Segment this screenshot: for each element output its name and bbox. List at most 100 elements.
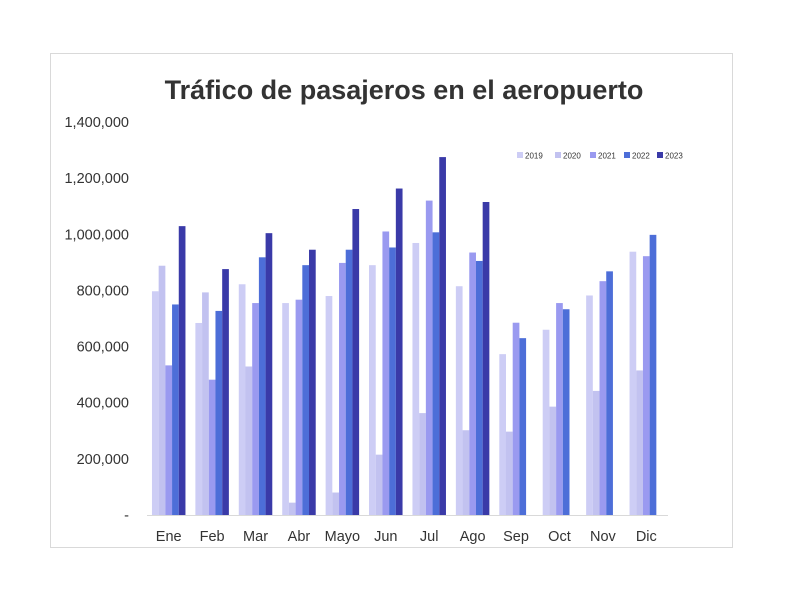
bar-2020-Mayo [332, 492, 340, 515]
bar-2019-Jul [412, 242, 420, 516]
y-tick-label: - [124, 508, 129, 524]
bar-2019-Dic [629, 251, 637, 515]
bar-2020-Sep [505, 431, 513, 515]
bar-2020-Jul [419, 413, 426, 515]
legend-item-2021: 2021 [590, 152, 616, 161]
series-2022 [172, 232, 657, 516]
series-2021 [165, 200, 650, 516]
bar-2019-Ago [455, 286, 463, 515]
bar-2019-Sep [499, 354, 506, 515]
legend-label: 2021 [598, 152, 616, 161]
y-tick-label: 400,000 [77, 396, 129, 412]
bar-2021-Ene [165, 365, 173, 515]
x-tick-label: Nov [590, 529, 617, 545]
x-tick-label: Ago [460, 529, 486, 545]
legend-swatch [555, 152, 561, 158]
legend-swatch [517, 152, 523, 158]
x-tick-label: Mar [243, 529, 268, 545]
bar-2021-Sep [512, 322, 520, 515]
x-tick-label: Mayo [325, 529, 360, 545]
bar-2022-Ago [475, 260, 483, 515]
plot-area [151, 157, 657, 516]
bar-2021-Mayo [339, 262, 346, 515]
bar-2022-Feb [215, 310, 223, 515]
legend-label: 2020 [563, 152, 581, 161]
bar-2021-Oct [556, 303, 563, 515]
legend: 2019 2020 2021 2022 2023 [517, 152, 683, 161]
bar-2022-Jun [389, 247, 396, 516]
y-tick-label: 1,200,000 [64, 171, 129, 187]
bar-2019-Feb [195, 322, 203, 515]
x-tick-label: Oct [548, 529, 571, 545]
bar-2022-Ene [172, 304, 179, 515]
bar-2023-Ago [482, 202, 490, 515]
bar-2020-Ago [462, 430, 470, 515]
bar-2019-Mar [238, 284, 246, 515]
x-tick-label: Jul [420, 529, 439, 545]
bar-2021-Jul [425, 200, 433, 515]
legend-item-2019: 2019 [517, 152, 543, 161]
bar-2020-Nov [592, 390, 600, 515]
bar-2022-Mayo [345, 249, 353, 515]
x-tick-label: Jun [374, 529, 397, 545]
bar-2020-Mar [245, 366, 253, 515]
bar-2021-Jun [382, 231, 390, 516]
legend-swatch [657, 152, 663, 158]
bar-2023-Feb [222, 269, 229, 515]
bar-2020-Feb [202, 292, 209, 515]
bar-2019-Nov [586, 295, 593, 515]
bar-2020-Dic [636, 370, 643, 515]
bar-2021-Abr [295, 299, 303, 515]
x-tick-label: Sep [503, 529, 529, 545]
bar-2022-Abr [302, 265, 310, 515]
bar-2021-Feb [208, 379, 216, 515]
bar-2023-Mayo [352, 209, 360, 515]
bar-2023-Jul [439, 157, 446, 515]
chart-title: Tráfico de pasajeros en el aeropuerto [165, 75, 644, 105]
bar-2019-Abr [282, 303, 289, 515]
x-tick-label: Dic [636, 529, 657, 545]
bar-2020-Jun [375, 454, 383, 515]
legend-label: 2019 [525, 152, 543, 161]
y-tick-label: 1,000,000 [64, 227, 129, 243]
legend-item-2023: 2023 [657, 152, 683, 161]
series-2019 [151, 242, 637, 516]
bar-2021-Nov [599, 281, 607, 515]
y-tick-label: 600,000 [77, 340, 129, 356]
bar-2022-Oct [562, 309, 570, 515]
bar-2021-Ago [469, 252, 476, 515]
legend-label: 2022 [632, 152, 650, 161]
bar-2021-Dic [642, 256, 650, 515]
y-axis: 1,400,000 1,200,000 1,000,000 800,000 600,00… [64, 115, 129, 524]
bar-2023-Jun [395, 188, 403, 515]
bar-2019-Jun [369, 265, 376, 515]
bar-2023-Ene [178, 226, 186, 515]
bar-2019-Oct [542, 329, 550, 515]
y-tick-label: 200,000 [77, 452, 129, 468]
bar-2019-Mayo [325, 296, 333, 515]
legend-swatch [624, 152, 630, 158]
x-tick-label: Abr [288, 529, 311, 545]
bar-2022-Jul [432, 232, 440, 515]
bar-2022-Dic [649, 234, 657, 515]
bar-2022-Nov [606, 271, 613, 515]
bar-2020-Ene [158, 265, 166, 515]
x-tick-label: Ene [156, 529, 182, 545]
bar-2023-Abr [309, 249, 316, 515]
bar-2020-Abr [288, 502, 296, 515]
bar-2023-Mar [265, 233, 273, 515]
y-tick-label: 1,400,000 [64, 115, 129, 131]
x-tick-label: Feb [200, 529, 225, 545]
series-2020 [158, 265, 643, 515]
bar-2019-Ene [151, 291, 159, 515]
bar-2022-Mar [258, 257, 266, 515]
y-tick-label: 800,000 [77, 283, 129, 299]
legend-item-2020: 2020 [555, 152, 581, 161]
legend-label: 2023 [665, 152, 683, 161]
legend-swatch [590, 152, 596, 158]
bar-2021-Mar [252, 303, 259, 515]
x-axis: Ene Feb Mar Abr Mayo Jun Jul Ago Sep Oct Nov Dic [156, 529, 657, 545]
bar-2020-Oct [549, 406, 557, 515]
legend-item-2022: 2022 [624, 152, 650, 161]
